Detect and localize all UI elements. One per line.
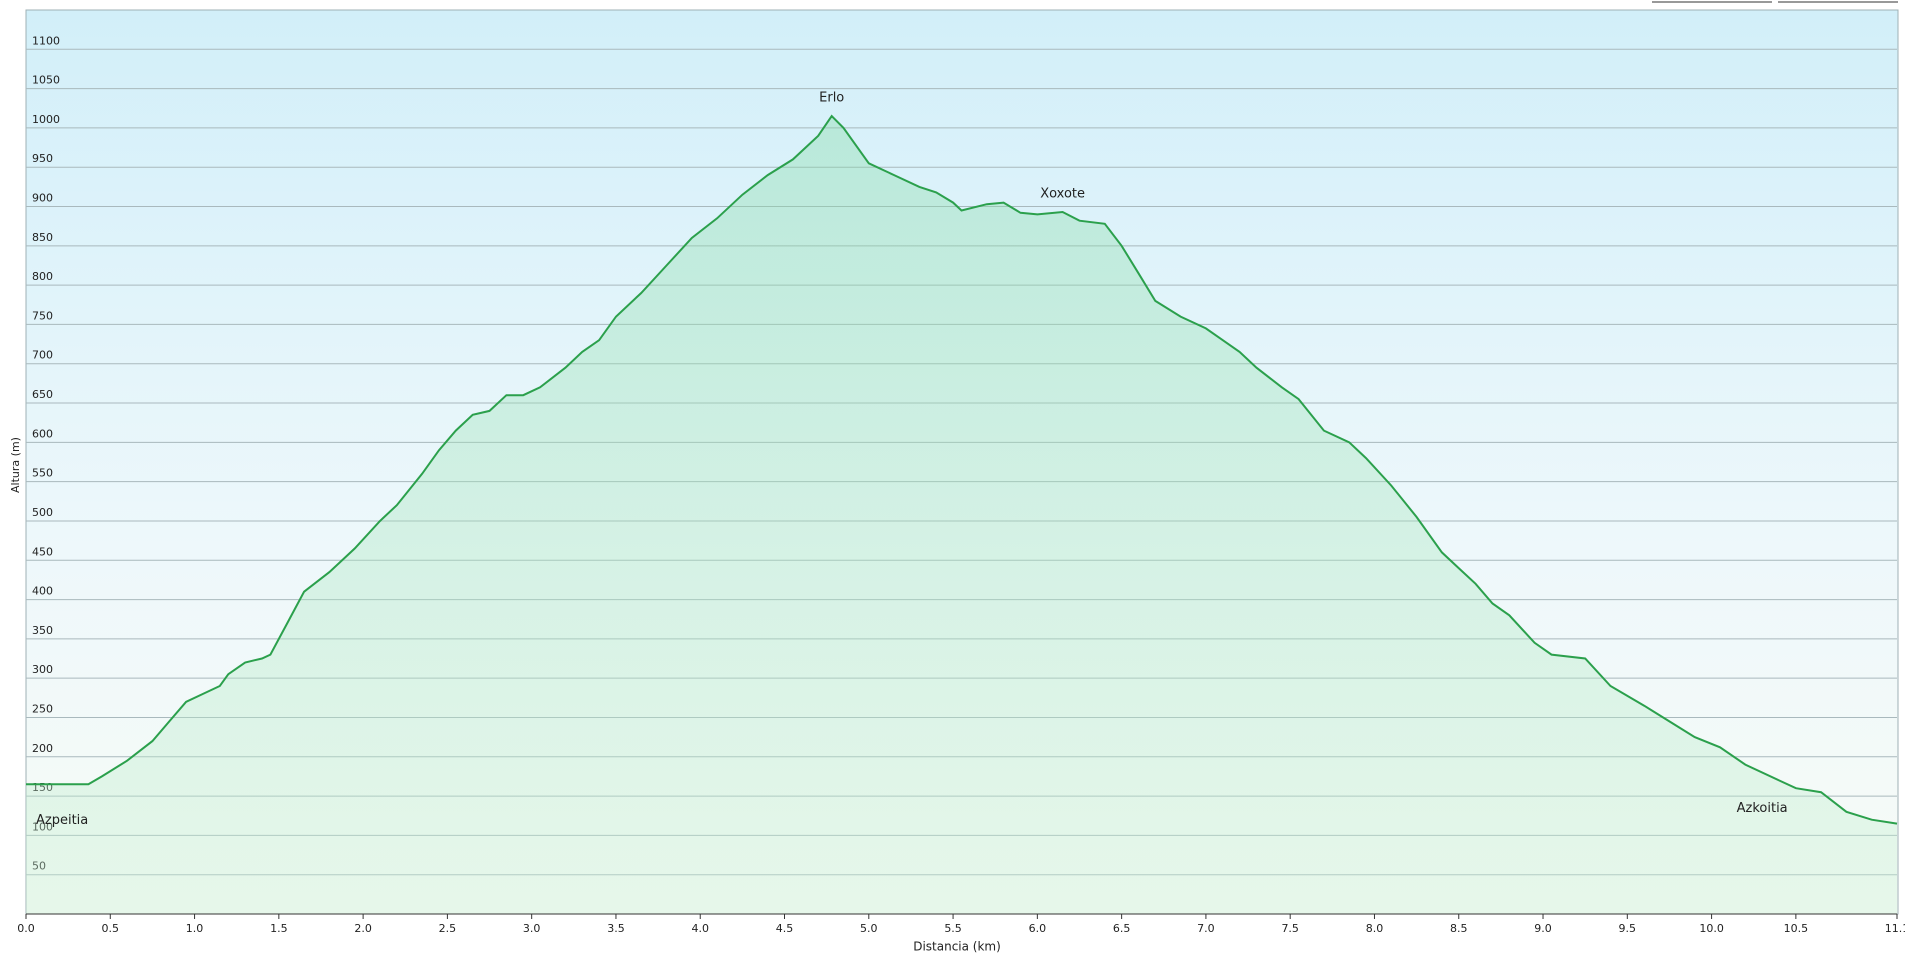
y-tick-label: 400	[32, 585, 53, 598]
x-tick-label: 11.1	[1885, 922, 1905, 935]
elevation-area	[26, 116, 1897, 915]
x-tick-label: 9.5	[1619, 922, 1637, 935]
y-tick-label: 1050	[32, 74, 60, 87]
x-tick-label: 8.5	[1450, 922, 1468, 935]
x-tick-label: 0.0	[17, 922, 35, 935]
x-tick-label: 7.0	[1197, 922, 1215, 935]
y-tick-label: 850	[32, 231, 53, 244]
y-tick-label: 550	[32, 467, 53, 480]
elevation-line	[26, 114, 1898, 825]
waypoint-label: Erlo	[819, 91, 844, 106]
y-tick-label: 900	[32, 192, 53, 205]
y-tick-label: 950	[32, 152, 53, 165]
x-tick-label: 6.0	[1029, 922, 1047, 935]
x-tick-label: 6.5	[1113, 922, 1131, 935]
waypoint-label: Azpeitia	[36, 813, 88, 828]
y-tick-label: 750	[32, 309, 53, 322]
y-tick-label: 200	[32, 742, 53, 755]
waypoint-label: Xoxote	[1040, 187, 1085, 202]
y-tick-label: 300	[32, 663, 53, 676]
y-tick-label: 800	[32, 270, 53, 283]
x-tick-label: 0.5	[102, 922, 120, 935]
x-tick-label: 7.5	[1281, 922, 1299, 935]
y-axis-label: Altura (m)	[9, 437, 22, 493]
x-tick-label: 4.0	[691, 922, 709, 935]
x-tick-label: 1.5	[270, 922, 288, 935]
x-tick-label: 2.0	[354, 922, 372, 935]
x-tick-label: 8.0	[1366, 922, 1384, 935]
y-tick-label: 450	[32, 545, 53, 558]
x-tick-label: 1.0	[186, 922, 204, 935]
x-tick-label: 10.5	[1784, 922, 1809, 935]
y-tick-label: 1100	[32, 34, 60, 47]
x-tick-label: 5.5	[944, 922, 962, 935]
y-tick-label: 500	[32, 506, 53, 519]
x-tick-label: 4.5	[776, 922, 794, 935]
x-tick-label: 2.5	[439, 922, 457, 935]
y-tick-label: 600	[32, 427, 53, 440]
y-tick-label: 250	[32, 702, 53, 715]
y-tick-label: 1000	[32, 113, 60, 126]
y-tick-label: 700	[32, 349, 53, 362]
x-tick-label: 9.0	[1534, 922, 1552, 935]
x-tick-label: 5.0	[860, 922, 878, 935]
y-tick-label: 350	[32, 624, 53, 637]
x-tick-label: 3.0	[523, 922, 541, 935]
y-tick-label: 650	[32, 388, 53, 401]
x-tick-label: 3.5	[607, 922, 625, 935]
x-tick-label: 10.0	[1699, 922, 1724, 935]
waypoint-label: Azkoitia	[1737, 801, 1788, 816]
x-axis-label: Distancia (km)	[913, 940, 1001, 954]
